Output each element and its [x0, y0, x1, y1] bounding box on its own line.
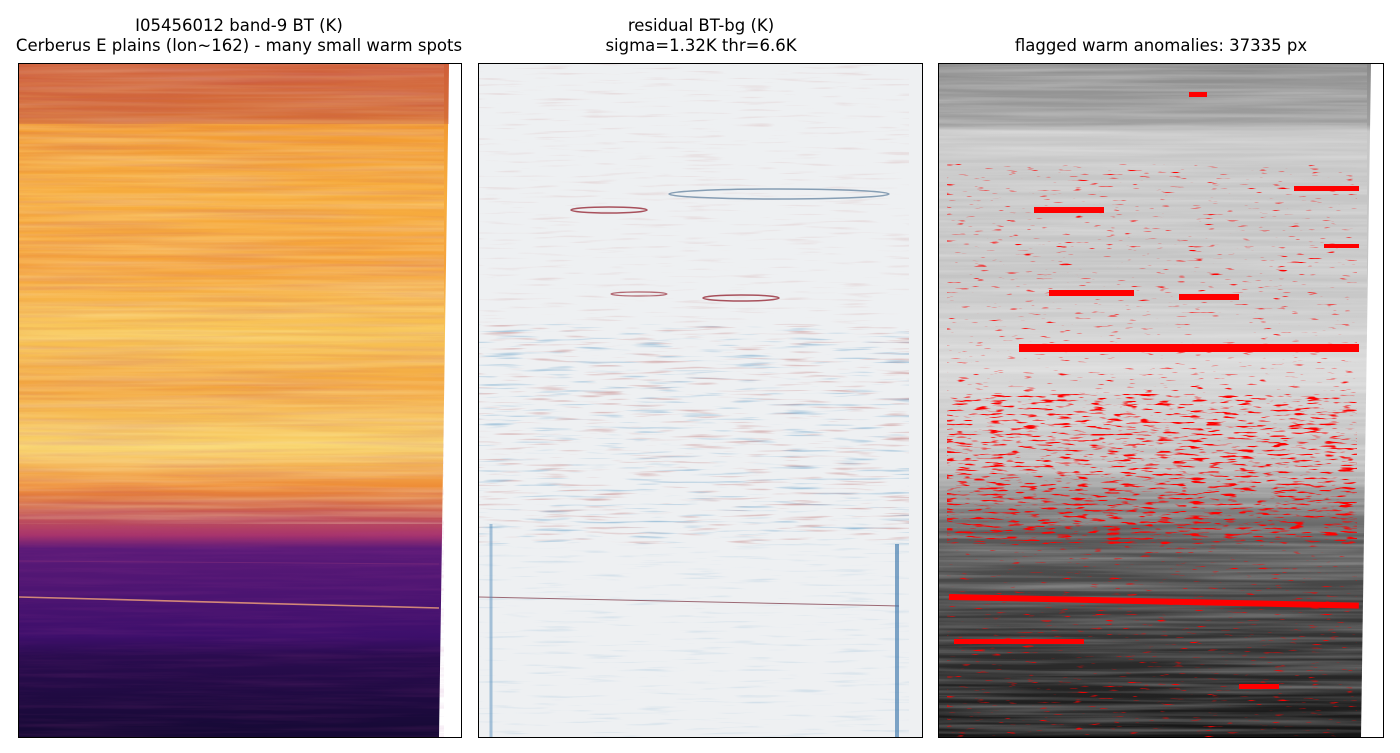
flagged-image-render [939, 64, 1371, 737]
bt-image-render [19, 64, 449, 737]
panel-bt-title-line1: I05456012 band-9 BT (K) [135, 16, 343, 35]
panel-residual-title-line2: sigma=1.32K thr=6.6K [605, 36, 797, 55]
panel-residual-title-line1: residual BT-bg (K) [627, 16, 775, 35]
panel-residual-image [478, 63, 923, 738]
panel-flagged-image [938, 63, 1384, 738]
panel-bt-title-line2: Cerberus E plains (lon~162) - many small… [15, 36, 463, 55]
panel-bt-title: I05456012 band-9 BT (K) Cerberus E plain… [0, 16, 478, 56]
panel-flagged-title: flagged warm anomalies: 37335 px [938, 36, 1384, 56]
panel-flagged-title-line1: flagged warm anomalies: 37335 px [1014, 36, 1308, 55]
residual-image-render [479, 64, 922, 737]
panel-bt-image [18, 63, 462, 738]
panel-residual-title: residual BT-bg (K) sigma=1.32K thr=6.6K [478, 16, 924, 56]
